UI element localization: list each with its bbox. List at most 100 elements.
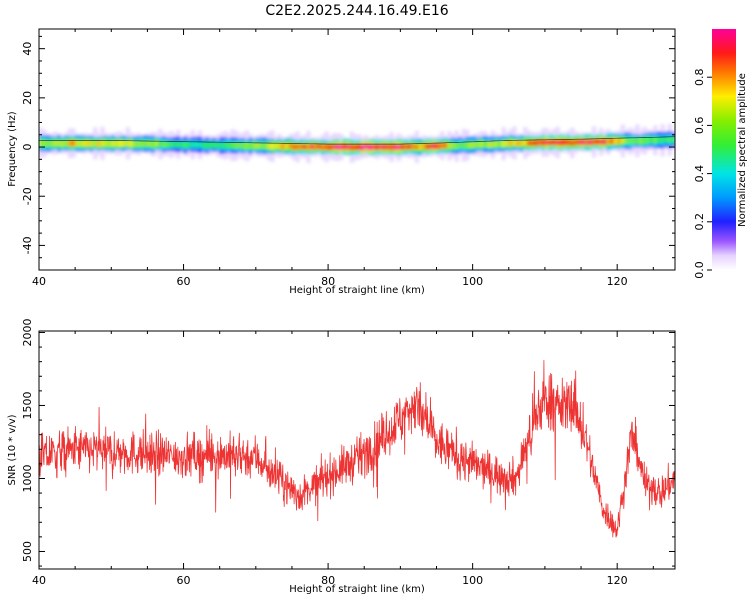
spectrogram-core-line (39, 136, 675, 145)
spectrogram-cell (234, 142, 239, 149)
y-tick-label: 20 (21, 91, 34, 105)
spectrogram-cell (526, 140, 532, 146)
spectrogram-cell (664, 137, 669, 142)
spectrogram-cell (154, 140, 159, 147)
spectrogram-cell (172, 141, 177, 147)
spectrogram-cell (516, 140, 521, 147)
x-tick-label: 120 (607, 275, 628, 288)
y-tick-label: 2000 (21, 318, 34, 346)
spectrogram-cell (331, 144, 336, 150)
spectrogram-cell (385, 144, 391, 150)
spectrogram-cell (367, 144, 373, 151)
colorbar-gradient (712, 29, 736, 270)
spectrogram-cell (299, 144, 304, 150)
spectrogram-cell (176, 141, 181, 147)
spectrogram-cell (136, 141, 141, 147)
spectrogram-cell (93, 140, 98, 146)
spectrogram-cell (501, 140, 506, 147)
spectrogram-cell (114, 141, 120, 147)
spectrogram-cell (183, 142, 188, 148)
spectrogram-cell (78, 140, 83, 147)
spectrogram-cell (201, 142, 206, 148)
spectrogram-cell (483, 141, 488, 147)
spectrogram-cell (440, 142, 445, 149)
spectrogram-cell (190, 141, 195, 148)
spectrogram-band (39, 123, 675, 164)
colorbar-tick-label: 0.0 (693, 261, 706, 279)
spectrogram-cell (573, 139, 579, 145)
spectrogram-cell (671, 137, 675, 143)
spectrogram-cell (461, 142, 467, 148)
spectrogram-cell (244, 142, 250, 149)
spectrogram-x-axis-label: Height of straight line (km) (289, 285, 425, 296)
spectrogram-cell (418, 144, 423, 150)
spectrogram-cell (414, 144, 420, 150)
spectrogram-cell (270, 143, 275, 150)
spectrogram-cell (85, 140, 91, 147)
spectrogram-cell (46, 140, 51, 147)
spectrogram-cell (104, 140, 109, 147)
spectrogram-cell (469, 142, 474, 148)
spectrogram-cell (559, 139, 564, 146)
spectrogram-cell (588, 139, 593, 146)
spectrogram-cell (393, 144, 398, 150)
colorbar-tick-label: 0.8 (693, 68, 706, 86)
spectrogram-cell (403, 144, 409, 150)
spectrogram-cell (617, 138, 622, 144)
spectrogram-cell (223, 142, 228, 148)
spectrogram-cell (306, 144, 311, 150)
spectrogram-cell (205, 142, 210, 149)
spectrogram-cell (378, 144, 383, 150)
spectrogram-cell (147, 141, 152, 147)
spectrogram-cell (82, 140, 87, 147)
spectrogram-cell (371, 144, 376, 150)
spectrogram-cell (320, 144, 326, 151)
spectrogram-cell (107, 140, 112, 147)
spectrogram-cell (581, 139, 586, 146)
spectrogram-cell (566, 139, 571, 145)
spectrogram-cell (537, 139, 542, 146)
x-tick-label: 80 (321, 574, 335, 587)
spectrogram-cell (96, 141, 102, 147)
snr-ticks: 40 60 80 100 120 500 1000 1500 2000 (21, 318, 675, 587)
spectrogram-cell (613, 137, 618, 145)
spectrogram-cell (132, 141, 138, 147)
spectrogram-cell (602, 138, 607, 145)
spectrogram-cell (494, 141, 499, 147)
spectrogram-cell (313, 143, 318, 150)
spectrogram-cell (338, 144, 344, 150)
spectrogram-cell (169, 141, 174, 147)
spectrogram-cell (158, 141, 163, 147)
spectrogram-cell (591, 139, 597, 145)
spectrogram-cell (562, 139, 568, 146)
spectrogram-cell (230, 142, 235, 149)
spectrogram-cell (389, 144, 394, 151)
colorbar-tick-label: 0.2 (693, 213, 706, 231)
spectrogram-cell (620, 138, 626, 144)
spectrogram-cell (505, 141, 510, 146)
spectrogram-cell (248, 143, 253, 149)
spectrogram-cell (212, 142, 217, 148)
y-tick-label: 500 (21, 541, 34, 562)
spectrogram-cell (216, 143, 221, 148)
chart-title: C2E2.2025.244.16.49.E16 (265, 3, 448, 19)
spectrogram-cell (129, 140, 134, 147)
spectrogram-cell (187, 141, 192, 148)
spectrogram-cell (360, 144, 365, 151)
spectrogram-cell (606, 139, 611, 145)
spectrogram-cell (400, 144, 405, 150)
spectrogram-cell (628, 138, 633, 144)
spectrogram-cell (295, 144, 300, 150)
spectrogram-cell (277, 143, 282, 149)
spectrogram-panel: 40 60 80 100 120 -40 -20 0 20 40 Height of straig… (7, 28, 676, 296)
colorbar-tick-label: 0.4 (693, 165, 706, 183)
spectrogram-cell (584, 139, 589, 145)
spectrogram-cell (284, 143, 289, 149)
y-tick-label: -20 (21, 187, 34, 205)
spectrogram-cell (335, 144, 340, 150)
spectrogram-cell (570, 140, 575, 146)
spectrogram-cell (111, 140, 116, 147)
spectrogram-cell (259, 143, 264, 149)
spectrogram-cell (407, 143, 412, 150)
